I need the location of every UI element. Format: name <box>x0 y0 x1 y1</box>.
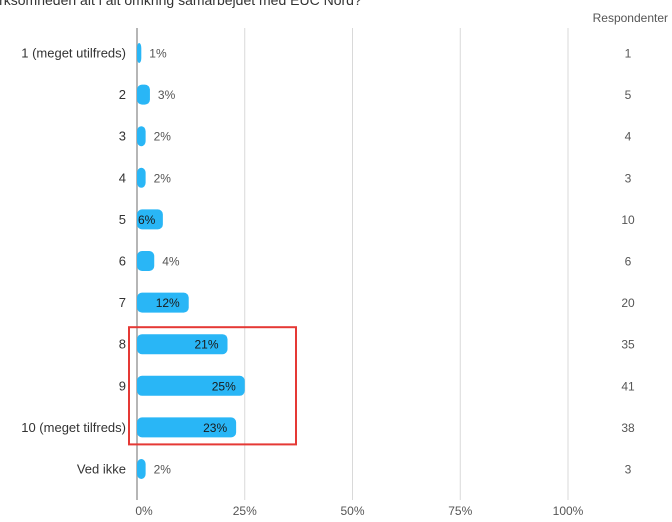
respondent-count: 1 <box>625 47 632 61</box>
category-label: 4 <box>119 170 126 185</box>
bar <box>137 334 228 355</box>
category-label: 8 <box>119 337 126 352</box>
respondent-count: 6 <box>625 255 632 269</box>
bar <box>137 251 155 271</box>
value-label: 23% <box>203 421 227 435</box>
bar <box>137 375 245 396</box>
value-label: 12% <box>156 296 180 310</box>
bar <box>137 126 146 147</box>
category-label: 7 <box>119 295 126 310</box>
category-label: Ved ikke <box>77 462 126 477</box>
value-label: 4% <box>162 255 180 269</box>
respondent-count: 20 <box>621 296 635 310</box>
bar <box>137 84 150 105</box>
respondent-count: 5 <box>625 88 632 102</box>
bar <box>137 292 189 313</box>
respondent-count: 10 <box>621 213 635 227</box>
bar <box>137 209 163 230</box>
value-label: 2% <box>154 171 172 185</box>
respondent-count: 38 <box>621 421 635 435</box>
value-label: 2% <box>154 463 172 477</box>
respondent-count: 3 <box>625 463 632 477</box>
category-label: 10 (meget tilfreds) <box>21 420 126 435</box>
value-label: 21% <box>194 338 218 352</box>
x-tick-label: 100% <box>553 504 584 517</box>
category-label: 1 (meget utilfreds) <box>21 46 126 61</box>
category-label: 5 <box>119 212 126 227</box>
value-label: 2% <box>154 130 172 144</box>
category-label: 6 <box>119 254 126 269</box>
respondent-count: 3 <box>625 171 632 185</box>
x-tick-label: 25% <box>233 504 257 517</box>
x-tick-label: 0% <box>135 504 153 517</box>
value-label: 3% <box>158 88 176 102</box>
category-label: 3 <box>119 129 126 144</box>
question-title: irksomheden alt i alt omkring samarbejde… <box>0 0 362 8</box>
highlight-box <box>128 326 297 446</box>
respondent-count: 35 <box>621 338 635 352</box>
bar <box>137 167 146 188</box>
respondents-header: Respondenter <box>593 11 668 25</box>
respondent-count: 41 <box>621 379 635 393</box>
value-label: 25% <box>212 379 236 393</box>
value-label: 1% <box>149 47 167 61</box>
category-label: 9 <box>119 378 126 393</box>
value-label: 6% <box>138 213 156 227</box>
bar <box>137 43 142 63</box>
respondent-count: 4 <box>625 130 632 144</box>
bar <box>137 459 146 479</box>
bar <box>137 417 237 438</box>
x-tick-label: 50% <box>340 504 364 517</box>
category-label: 2 <box>119 87 126 102</box>
x-tick-label: 75% <box>448 504 472 517</box>
